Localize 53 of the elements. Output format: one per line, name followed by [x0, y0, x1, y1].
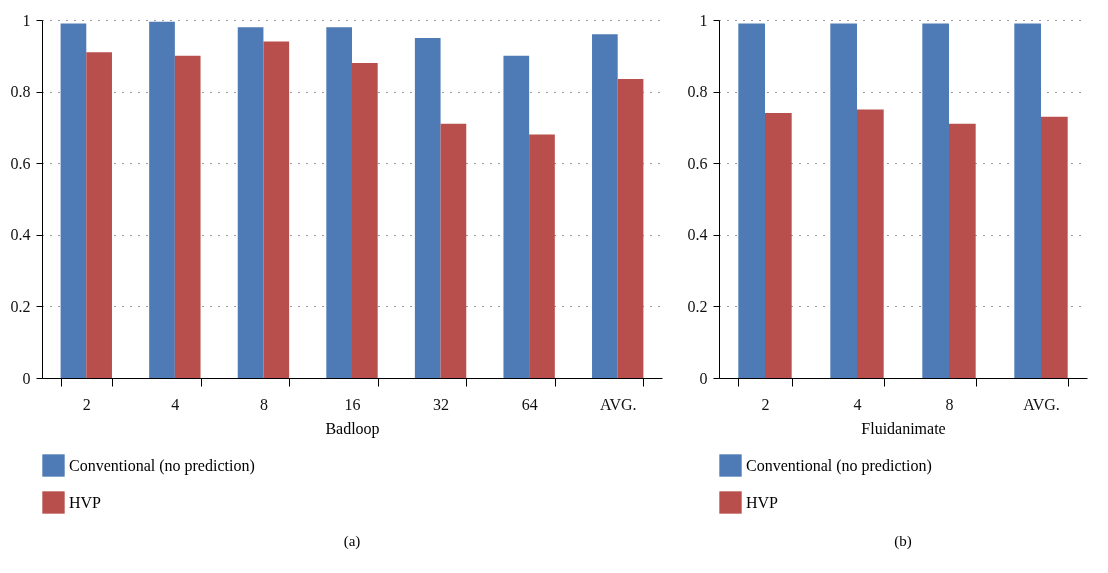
bar — [263, 41, 290, 378]
x-tick-label: 4 — [853, 395, 862, 413]
y-tick-label: 0.4 — [10, 226, 31, 244]
x-tick-label: 2 — [82, 395, 91, 413]
x-tick-label: AVG. — [599, 395, 637, 413]
text: (b) — [894, 533, 912, 550]
legend-label: Conventional (no prediction) — [746, 456, 932, 475]
y-tick-label: 0.2 — [687, 297, 708, 315]
bar — [857, 109, 884, 378]
bar — [237, 27, 264, 378]
bar — [922, 23, 949, 378]
bar — [149, 21, 175, 378]
y-tick-label: 0.8 — [10, 83, 31, 101]
bar — [503, 55, 530, 378]
legend-label: HVP — [69, 493, 102, 511]
x-tick-label: 8 — [945, 395, 954, 413]
x-tick-label: 16 — [344, 395, 361, 413]
y-tick-label: 0 — [699, 369, 708, 387]
x-tick-label: 64 — [521, 395, 538, 413]
x-tick-label: 2 — [761, 395, 770, 413]
bar — [592, 34, 618, 378]
x-axis-title: Fluidanimate — [861, 419, 946, 437]
x-tick-label: 4 — [171, 395, 180, 413]
bar — [86, 52, 112, 378]
text: (a) — [343, 533, 361, 550]
bar — [352, 62, 378, 378]
bar — [529, 134, 555, 378]
x-axis-title: Badloop — [325, 419, 380, 438]
y-tick-label: 0.6 — [10, 154, 31, 172]
bar — [60, 23, 87, 378]
x-tick-label: AVG. — [1023, 395, 1060, 413]
bar — [1041, 116, 1068, 378]
x-tick-label: 8 — [259, 395, 268, 413]
bar — [440, 123, 467, 378]
x-tick-label: 32 — [433, 395, 450, 413]
y-tick-label: 0.6 — [687, 154, 708, 172]
y-tick-label: 1 — [22, 11, 31, 29]
y-tick-label: 0 — [22, 369, 31, 387]
bar — [1014, 23, 1041, 378]
y-tick-label: 0.4 — [687, 226, 708, 244]
legend-label: Conventional (no prediction) — [69, 456, 255, 475]
bar — [830, 23, 857, 378]
y-tick-label: 0.8 — [687, 83, 708, 101]
bar — [414, 37, 441, 378]
legend-label: HVP — [746, 493, 779, 511]
y-tick-label: 1 — [699, 11, 708, 29]
bar — [326, 27, 352, 378]
bar — [617, 79, 644, 378]
bar — [765, 113, 792, 378]
y-tick-label: 0.2 — [10, 297, 31, 315]
bar — [738, 23, 765, 378]
bar — [174, 55, 201, 378]
bar — [949, 123, 976, 378]
